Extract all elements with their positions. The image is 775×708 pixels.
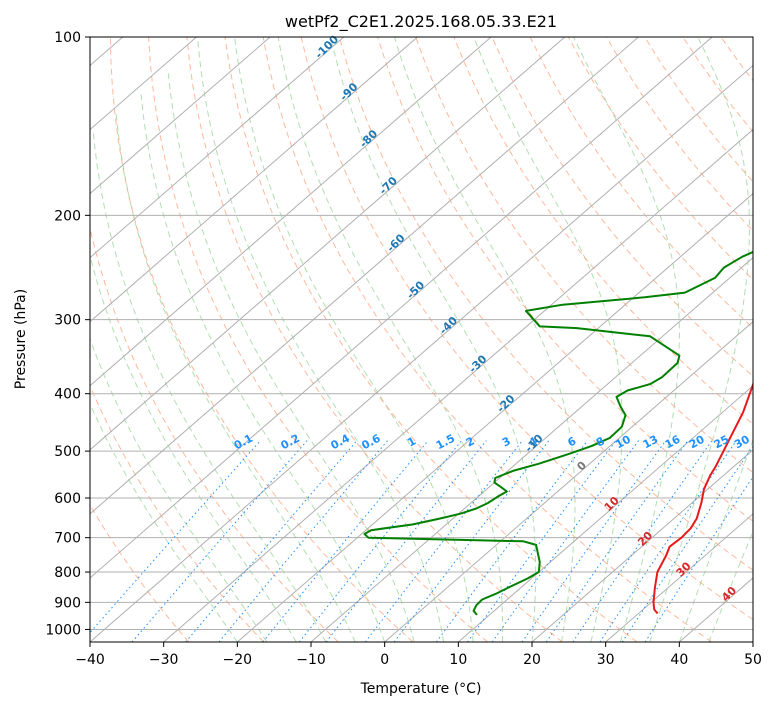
moist-adiabat [649,37,751,642]
y-axis-title: Pressure (hPa) [13,289,29,389]
x-tick-label: 0 [380,652,389,668]
isotherm-line [90,37,566,451]
mixing-ratio-line [131,440,308,642]
dry-adiabat [415,37,753,474]
plot-frame [89,36,754,643]
mixing-ratio-line [218,440,388,642]
dewpoint-profile-line [363,250,753,616]
mixing-ratio-line [545,440,689,642]
x-tick-label: 10 [449,652,467,668]
x-tick-label: −40 [75,652,105,668]
dry-adiabat [453,37,753,425]
mixing-ratio-lines [90,440,753,642]
moist-adiabat [473,37,623,642]
moist-adiabat [277,37,504,642]
moist-adiabat [90,337,268,642]
mixing-ratio-line [644,476,753,642]
y-tick-label: 800 [54,565,81,581]
mixing-ratio-line [298,440,463,642]
moist-adiabat [115,114,356,642]
isotherm-line [458,385,753,642]
x-tick-label: 40 [670,652,688,668]
isotherm-line [90,64,753,642]
moist-adiabat [330,37,537,642]
dry-adiabat [90,503,190,642]
y-tick-label: 1000 [45,622,81,638]
x-tick-label: 50 [744,652,762,668]
x-axis-title: Temperature (°C) [360,681,482,697]
moist-adiabat [394,37,576,642]
mixing-ratio-line [491,440,640,642]
isotherm-line [90,37,345,259]
moist-adiabat [167,72,415,642]
mixing-ratio-line [185,440,358,642]
mixing-ratio-label: 20 [687,433,707,452]
mixing-ratio-label: 25 [712,433,732,452]
pressure-gridlines [90,37,753,630]
dry-adiabat [148,37,488,642]
y-tick-label: 300 [54,313,81,329]
moist-adiabat [573,37,680,642]
isotherm-line [605,513,753,642]
x-axis: −40 −30 −20 −10 0 10 20 30 40 50 [75,642,762,668]
moist-adiabat [234,37,474,642]
moist-adiabat [140,94,386,642]
isotherm-line [90,37,418,323]
isotherm-line [310,256,753,642]
mixing-ratio-label: 16 [663,433,683,452]
isotherm-line [90,37,639,515]
mixing-ratio-label: 13 [641,433,661,452]
chart-title: wetPf2_C2E1.2025.168.05.33.E21 [285,12,557,32]
isotherms [90,37,753,642]
mixing-ratio-label: 10 [613,433,633,452]
y-tick-label: 500 [54,444,81,460]
x-tick-label: 20 [523,652,541,668]
dry-adiabat [491,37,753,377]
mixing-ratio-line [521,440,667,642]
dry-adiabat [529,37,753,329]
temperature-profile-line [652,381,753,615]
moist-adiabats [90,37,753,642]
moist-adiabat [197,37,445,642]
isotherm-line [90,37,492,387]
mixing-ratio-line [325,440,487,642]
isotherm-line [90,37,713,579]
dry-adiabat [224,37,638,642]
isotherm-line [90,37,271,195]
x-tick-label: 30 [597,652,615,668]
isotherm-line [237,192,753,642]
y-axis: 100 200 300 400 500 600 700 800 900 1000 [45,30,90,638]
moist-adiabat [678,438,753,642]
dry-adiabat [300,37,753,621]
y-tick-label: 900 [54,595,81,611]
y-tick-label: 100 [54,30,81,46]
isotherm-line [531,449,753,642]
y-tick-label: 700 [54,531,81,547]
x-tick-label: −20 [223,652,253,668]
mixing-ratio-line [90,440,261,634]
x-tick-label: −10 [296,652,326,668]
y-tick-label: 400 [54,387,81,403]
x-tick-label: −30 [149,652,179,668]
y-tick-label: 600 [54,491,81,507]
isotherm-line [163,128,753,642]
mixing-ratio-line [621,445,753,642]
plot-area [90,37,753,642]
data-series [363,250,753,616]
mixing-ratio-label: 30 [732,433,752,452]
y-tick-label: 200 [54,208,81,224]
moist-adiabat [90,253,297,642]
dry-adiabat [338,37,753,571]
dry-adiabat [90,226,339,642]
